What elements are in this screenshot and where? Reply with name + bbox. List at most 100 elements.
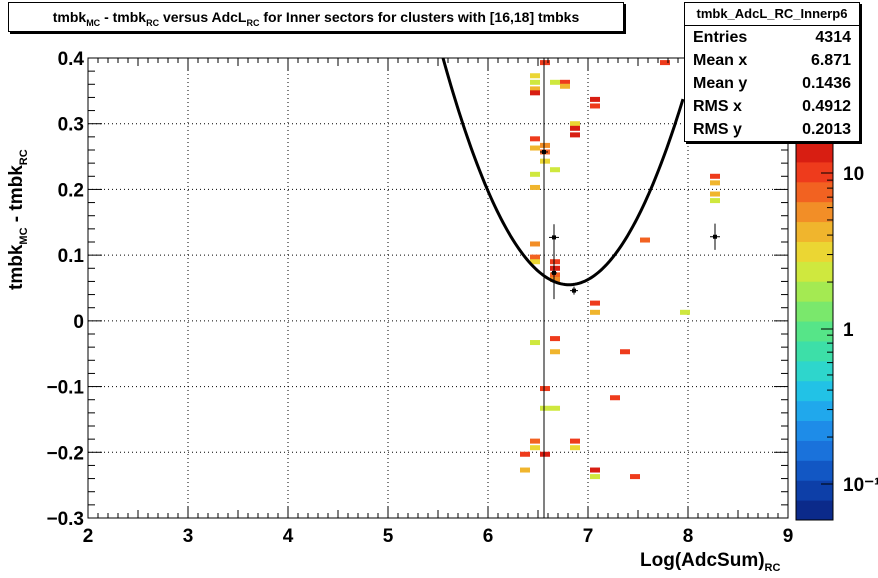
palette-swatch bbox=[796, 221, 833, 242]
heatmap-cell bbox=[530, 340, 540, 346]
heatmap-cell bbox=[530, 136, 540, 142]
heatmap-cell bbox=[530, 73, 540, 79]
stats-value: 0.2013 bbox=[802, 121, 851, 138]
x-tick-label: 5 bbox=[383, 526, 394, 547]
heatmap-cell bbox=[540, 451, 550, 457]
heatmap-cells bbox=[520, 60, 720, 480]
heatmap-cell bbox=[540, 405, 550, 411]
palette-swatch bbox=[796, 261, 833, 282]
axes: 2 3 4 5 6 7 8 9 −0.3 −0.2 −0.1 0 0.1 0.2 0.3 0.4 bbox=[46, 49, 793, 547]
z-tick-label: 1 bbox=[843, 320, 854, 341]
heatmap-cell bbox=[590, 300, 600, 306]
heatmap-cell bbox=[710, 198, 720, 204]
plot-frame bbox=[87, 57, 789, 519]
palette-swatch bbox=[796, 321, 833, 342]
stats-value: 0.1436 bbox=[802, 75, 851, 92]
stats-label: Mean x bbox=[693, 52, 748, 69]
heatmap-cell bbox=[540, 158, 550, 164]
palette-frame bbox=[795, 141, 834, 521]
stats-label: Mean y bbox=[693, 75, 748, 92]
palette-swatch bbox=[796, 281, 833, 302]
title-text-1: tmbk bbox=[52, 9, 87, 25]
heatmap-cell bbox=[530, 86, 540, 92]
title-sub-1: MC bbox=[86, 17, 101, 28]
profile-marker bbox=[572, 288, 576, 293]
heatmap-cell bbox=[530, 241, 540, 247]
x-axis-label: Log(AdcSum)RC bbox=[640, 550, 780, 574]
stats-box: tmbk_AdcL_RC_Innerp6 Entries 4314 Mean x 6… bbox=[684, 2, 860, 142]
heatmap-cell bbox=[680, 309, 690, 315]
color-palette: 10⁻¹ 1 10 bbox=[795, 141, 878, 521]
title-text-4: for Inner sectors for clusters with [16,… bbox=[259, 9, 580, 25]
heatmap-cell bbox=[540, 60, 550, 66]
stats-row: Mean y 0.1436 bbox=[685, 72, 859, 95]
title-text-3: versus AdcL bbox=[159, 9, 247, 25]
heatmap-cell bbox=[570, 438, 580, 444]
heatmap-cell bbox=[620, 349, 630, 355]
x-tick-label: 6 bbox=[483, 526, 494, 547]
y-label-a: tmbk bbox=[6, 244, 27, 290]
stats-label: Entries bbox=[693, 29, 748, 46]
z-tick-label: 10⁻¹ bbox=[843, 475, 878, 496]
heatmap-cell bbox=[540, 386, 550, 392]
palette-swatch bbox=[796, 241, 833, 262]
heatmap-cell bbox=[550, 276, 560, 282]
x-label-text: Log(AdcSum) bbox=[640, 550, 765, 571]
stats-row: RMS x 0.4912 bbox=[685, 95, 859, 118]
title-text-2: - tmbk bbox=[100, 9, 147, 25]
heatmap-cell bbox=[590, 96, 600, 102]
heatmap-cell bbox=[590, 103, 600, 109]
chart-title: tmbkMC - tmbkRC versus AdcLRC for Inner … bbox=[8, 2, 624, 32]
heatmap-cell bbox=[550, 79, 560, 85]
palette-swatch bbox=[796, 380, 833, 402]
stats-row: Entries 4314 bbox=[685, 26, 859, 49]
profile-marker bbox=[552, 235, 556, 240]
heatmap-cell bbox=[570, 445, 580, 451]
title-sub-3: RC bbox=[246, 17, 260, 28]
heatmap-cell bbox=[530, 438, 540, 444]
heatmap-cell bbox=[630, 474, 640, 480]
heatmap-cell bbox=[550, 336, 560, 342]
profile-marker bbox=[713, 234, 717, 239]
y-tick-label: −0.2 bbox=[46, 443, 84, 464]
heatmap-cell bbox=[570, 125, 580, 131]
heatmap-cell bbox=[660, 60, 670, 66]
palette-swatch bbox=[796, 440, 833, 461]
stats-name: tmbk_AdcL_RC_Innerp6 bbox=[685, 3, 859, 26]
y-label-sub-a: MC bbox=[17, 227, 30, 245]
heatmap-cell bbox=[590, 474, 600, 480]
y-axis-label: tmbkMC - tmbkRC bbox=[6, 149, 30, 290]
heatmap-cell bbox=[520, 451, 530, 457]
profile-point bbox=[551, 246, 557, 300]
heatmap-cell bbox=[550, 265, 560, 271]
stats-value: 4314 bbox=[815, 29, 851, 46]
palette-swatch bbox=[796, 201, 833, 223]
heatmap-cell bbox=[570, 121, 580, 127]
heatmap-cell bbox=[550, 349, 560, 355]
palette-swatch bbox=[796, 142, 833, 163]
stats-value: 6.871 bbox=[810, 52, 851, 69]
heatmap-cell bbox=[530, 184, 540, 190]
palette-swatch bbox=[796, 500, 833, 521]
profile-point bbox=[549, 224, 559, 251]
heatmap-cell bbox=[710, 173, 720, 179]
x-tick-label: 3 bbox=[183, 526, 194, 547]
x-tick-label: 8 bbox=[683, 526, 694, 547]
y-tick-label: 0 bbox=[73, 312, 84, 333]
palette-swatch bbox=[796, 360, 833, 382]
heatmap-cell bbox=[540, 142, 550, 148]
y-tick-label: −0.3 bbox=[46, 509, 84, 530]
heatmap-cell bbox=[520, 467, 530, 473]
heatmap-cell bbox=[570, 132, 580, 138]
heatmap-cell bbox=[550, 167, 560, 173]
stats-value: 0.4912 bbox=[802, 98, 851, 115]
palette-swatch bbox=[796, 400, 833, 422]
heatmap-cell bbox=[560, 83, 570, 89]
palette-swatch bbox=[796, 161, 833, 183]
palette-swatch bbox=[796, 480, 833, 501]
y-label-sub-b: RC bbox=[17, 149, 30, 166]
stats-label: RMS x bbox=[693, 98, 742, 115]
heatmap-cell bbox=[530, 90, 540, 96]
grid-lines bbox=[87, 57, 789, 519]
